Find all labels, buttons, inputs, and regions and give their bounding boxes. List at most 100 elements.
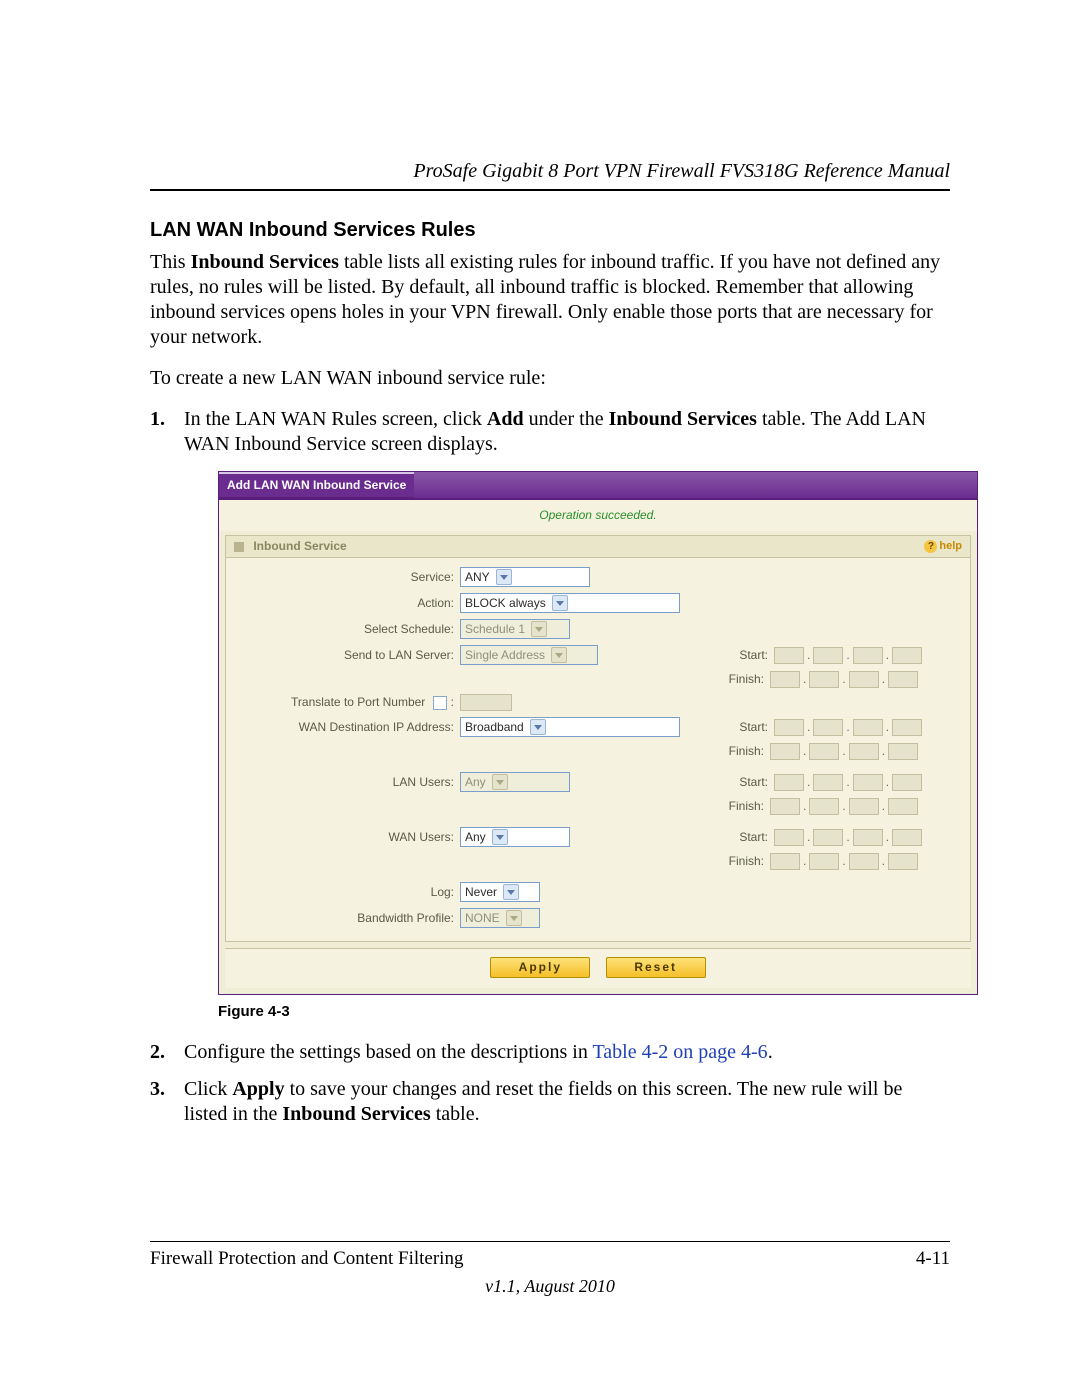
lanusers-start-ip[interactable]: . . . [774,774,922,791]
label-text: Translate to Port Number [291,695,425,709]
ip-octet[interactable] [888,798,918,815]
inbound-service-panel: Inbound Service ?help Service: ANY [225,535,971,942]
wan-finish-ip[interactable]: . . . [770,743,918,760]
label-wan-dest: WAN Destination IP Address: [234,720,460,735]
ip-octet[interactable] [892,647,922,664]
ip-octet[interactable] [849,853,879,870]
ip-octet[interactable] [770,671,800,688]
dot: . [882,799,885,815]
text: Click [184,1078,232,1100]
ip-octet[interactable] [809,671,839,688]
service-select[interactable]: ANY [460,567,590,587]
translate-port-checkbox[interactable] [433,696,447,710]
ip-octet[interactable] [888,853,918,870]
window-titlebar-row: Add LAN WAN Inbound Service [219,472,977,500]
footer-version: v1.1, August 2010 [150,1276,950,1297]
header-rule [150,189,950,191]
lan-start-ip[interactable]: . . . [774,647,922,664]
ip-octet[interactable] [813,774,843,791]
ip-octet[interactable] [809,743,839,760]
ip-octet[interactable] [892,774,922,791]
ip-octet[interactable] [853,829,883,846]
chevron-down-icon [531,621,547,637]
ip-octet[interactable] [770,798,800,815]
ip-octet[interactable] [809,798,839,815]
apply-button[interactable]: Apply [490,957,590,978]
ip-octet[interactable] [770,743,800,760]
wan-users-select[interactable]: Any [460,827,570,847]
label-finish: Finish: [714,672,770,687]
schedule-select[interactable]: Schedule 1 [460,619,570,639]
ip-octet[interactable] [813,829,843,846]
label-start: Start: [718,720,774,735]
bw-profile-select[interactable]: NONE [460,908,540,928]
wanusers-finish-ip[interactable]: . . . [770,853,918,870]
dot: . [882,744,885,760]
dot: . [803,744,806,760]
page-footer: Firewall Protection and Content Filterin… [150,1241,950,1297]
text: . [768,1041,773,1063]
ip-octet[interactable] [849,671,879,688]
intro-paragraph: This Inbound Services table lists all ex… [150,250,950,350]
create-line: To create a new LAN WAN inbound service … [150,366,950,391]
log-value: Never [465,885,497,900]
ip-octet[interactable] [849,743,879,760]
action-select[interactable]: BLOCK always [460,593,680,613]
table-4-2-link[interactable]: Table 4-2 on page 4-6 [592,1041,767,1063]
ip-octet[interactable] [809,853,839,870]
ip-octet[interactable] [813,647,843,664]
ip-octet[interactable] [888,743,918,760]
ip-octet[interactable] [849,798,879,815]
lanusers-finish-ip[interactable]: . . . [770,798,918,815]
wan-start-ip[interactable]: . . . [774,719,922,736]
wan-dest-select[interactable]: Broadband [460,717,680,737]
panel-icon [234,542,244,552]
chevron-down-icon [552,595,568,611]
help-link[interactable]: ?help [924,540,962,554]
text-bold: Add [487,408,524,430]
dot: . [846,775,849,791]
dot: . [803,854,806,870]
ip-octet[interactable] [774,829,804,846]
ip-octet[interactable] [853,774,883,791]
ip-octet[interactable] [813,719,843,736]
text-bold: Inbound Services [609,408,757,430]
dot: . [842,854,845,870]
text-bold: Apply [232,1078,284,1100]
label-lan-users: LAN Users: [234,775,460,790]
ip-octet[interactable] [770,853,800,870]
chevron-down-icon [530,719,546,735]
translate-port-input[interactable] [460,694,512,711]
footer-rule [150,1241,950,1242]
dot: . [886,830,889,846]
ip-octet[interactable] [892,719,922,736]
wanusers-start-ip[interactable]: . . . [774,829,922,846]
ip-octet[interactable] [774,774,804,791]
ip-octet[interactable] [853,647,883,664]
ip-octet[interactable] [888,671,918,688]
lan-finish-ip[interactable]: . . . [770,671,918,688]
footer-left: Firewall Protection and Content Filterin… [150,1248,463,1270]
send-to-lan-value: Single Address [465,648,545,663]
chevron-down-icon [551,647,567,663]
send-to-lan-select[interactable]: Single Address [460,645,598,665]
reset-button[interactable]: Reset [606,957,706,978]
ip-octet[interactable] [892,829,922,846]
panel-title-text: Inbound Service [253,539,346,553]
panel-title: Inbound Service [234,539,347,554]
schedule-value: Schedule 1 [465,622,525,637]
text: table. [431,1103,480,1125]
dot: . [842,799,845,815]
label-finish: Finish: [714,799,770,814]
action-value: BLOCK always [465,596,546,611]
text-bold: Inbound Services [282,1103,430,1125]
ip-octet[interactable] [774,647,804,664]
text: This [150,251,191,273]
help-icon: ? [924,540,937,553]
status-message: Operation succeeded. [219,500,977,531]
log-select[interactable]: Never [460,882,540,902]
ip-octet[interactable] [774,719,804,736]
lan-users-select[interactable]: Any [460,772,570,792]
ip-octet[interactable] [853,719,883,736]
chevron-down-icon [506,910,522,926]
